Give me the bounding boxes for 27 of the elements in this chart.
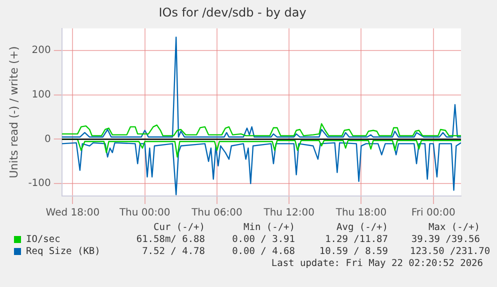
legend-label: Req Size (KB) <box>26 246 100 257</box>
text: 1.29 /11.87 <box>324 234 388 245</box>
text: Cur (-/+) <box>152 222 205 233</box>
x-tick-label: Thu 00:00 <box>118 208 170 219</box>
x-tick-label: Thu 12:00 <box>262 208 314 219</box>
x-tick-label: Wed 18:00 <box>46 208 100 219</box>
text: Avg (-/+) <box>336 222 388 233</box>
text: 10.59 / 8.59 <box>318 246 388 257</box>
y-tick-label: 200 <box>32 45 51 56</box>
text: 39.39 /39.56 <box>410 234 480 245</box>
y-tick-label: 0 <box>44 134 51 145</box>
x-tick-label: Thu 06:00 <box>190 208 242 219</box>
y-tick-label: 100 <box>32 90 51 100</box>
y-axis-title: Units read (-) / write (+) <box>7 46 20 178</box>
text: 7.52 / 4.78 <box>141 246 205 257</box>
x-tick-label: Thu 18:00 <box>334 208 387 219</box>
text: 61.58m/ 6.88 <box>135 234 205 245</box>
text: Last update: Fri May 22 02:20:52 2026 <box>271 258 483 269</box>
text: 0.00 / 4.68 <box>231 246 295 257</box>
text: 0.00 / 3.91 <box>231 234 295 245</box>
text: Min (-/+) <box>242 222 295 233</box>
x-tick-label: Fri 00:00 <box>411 208 456 219</box>
chart-title: IOs for /dev/sdb - by day <box>158 5 306 20</box>
legend-label: IO/sec <box>26 234 60 245</box>
text: Max (-/+) <box>428 222 480 233</box>
y-tick-label: -100 <box>28 178 51 190</box>
text: 123.50 /231.70 <box>410 246 490 257</box>
